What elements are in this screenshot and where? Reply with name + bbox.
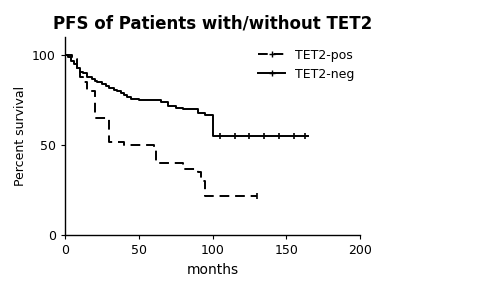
Legend: TET2-pos, TET2-neg: TET2-pos, TET2-neg: [253, 44, 360, 86]
TET2-pos: [92, 117, 98, 120]
TET2-pos: [232, 194, 237, 197]
TET2-pos: [210, 194, 216, 197]
TET2-neg: [128, 97, 134, 100]
TET2-neg: [172, 106, 178, 109]
TET2-neg: [261, 135, 267, 138]
TET2-neg: [65, 55, 71, 59]
TET2-pos: [74, 66, 80, 70]
TET2-pos: [84, 90, 90, 93]
TET2-neg: [118, 91, 124, 95]
TET2-neg: [138, 99, 144, 102]
TET2-pos: [99, 117, 105, 120]
TET2-pos: [254, 194, 260, 197]
TET2-pos: [202, 194, 208, 197]
TET2-neg: [143, 99, 149, 102]
TET2-pos: [158, 162, 164, 165]
TET2-neg: [94, 81, 100, 84]
TET2-neg: [84, 75, 90, 79]
TET2-neg: [124, 95, 130, 98]
TET2-neg: [114, 90, 119, 93]
X-axis label: months: months: [186, 263, 238, 277]
TET2-neg: [121, 93, 127, 97]
TET2-pos: [121, 144, 127, 147]
TET2-pos: [188, 167, 194, 170]
Y-axis label: Percent survival: Percent survival: [14, 86, 26, 186]
TET2-neg: [62, 54, 68, 57]
TET2-neg: [68, 59, 74, 63]
TET2-pos: [77, 75, 83, 79]
TET2-neg: [210, 135, 216, 138]
TET2-neg: [92, 79, 98, 82]
TET2-neg: [158, 100, 164, 104]
TET2-neg: [146, 99, 152, 102]
TET2-pos: [154, 162, 160, 165]
TET2-neg: [99, 82, 105, 86]
TET2-neg: [104, 84, 110, 88]
TET2-neg: [77, 70, 83, 73]
TET2-neg: [136, 99, 142, 102]
TET2-neg: [232, 135, 237, 138]
TET2-neg: [110, 88, 116, 91]
TET2-pos: [106, 140, 112, 144]
TET2-pos: [217, 194, 223, 197]
TET2-neg: [217, 135, 223, 138]
TET2-neg: [188, 108, 194, 111]
TET2-neg: [80, 71, 86, 75]
TET2-neg: [74, 66, 80, 70]
TET2-pos: [143, 144, 149, 147]
TET2-neg: [165, 104, 171, 107]
Line: TET2-pos: TET2-pos: [65, 55, 257, 196]
TET2-pos: [180, 167, 186, 170]
TET2-neg: [195, 111, 201, 115]
TET2-neg: [132, 97, 138, 100]
TET2-pos: [195, 170, 201, 174]
Line: TET2-neg: TET2-neg: [65, 55, 308, 136]
TET2-neg: [106, 86, 112, 90]
TET2-neg: [246, 135, 252, 138]
TET2-pos: [150, 147, 156, 151]
TET2-neg: [88, 77, 94, 80]
TET2-pos: [114, 140, 119, 144]
Title: PFS of Patients with/without TET2: PFS of Patients with/without TET2: [53, 15, 372, 33]
TET2-neg: [306, 135, 312, 138]
TET2-pos: [62, 54, 68, 57]
TET2-neg: [71, 63, 77, 66]
TET2-pos: [66, 54, 72, 57]
TET2-pos: [198, 180, 203, 183]
TET2-neg: [290, 135, 296, 138]
TET2-pos: [70, 57, 75, 61]
TET2-neg: [276, 135, 282, 138]
TET2-pos: [80, 81, 86, 84]
TET2-neg: [150, 99, 156, 102]
TET2-neg: [202, 113, 208, 117]
TET2-neg: [180, 108, 186, 111]
